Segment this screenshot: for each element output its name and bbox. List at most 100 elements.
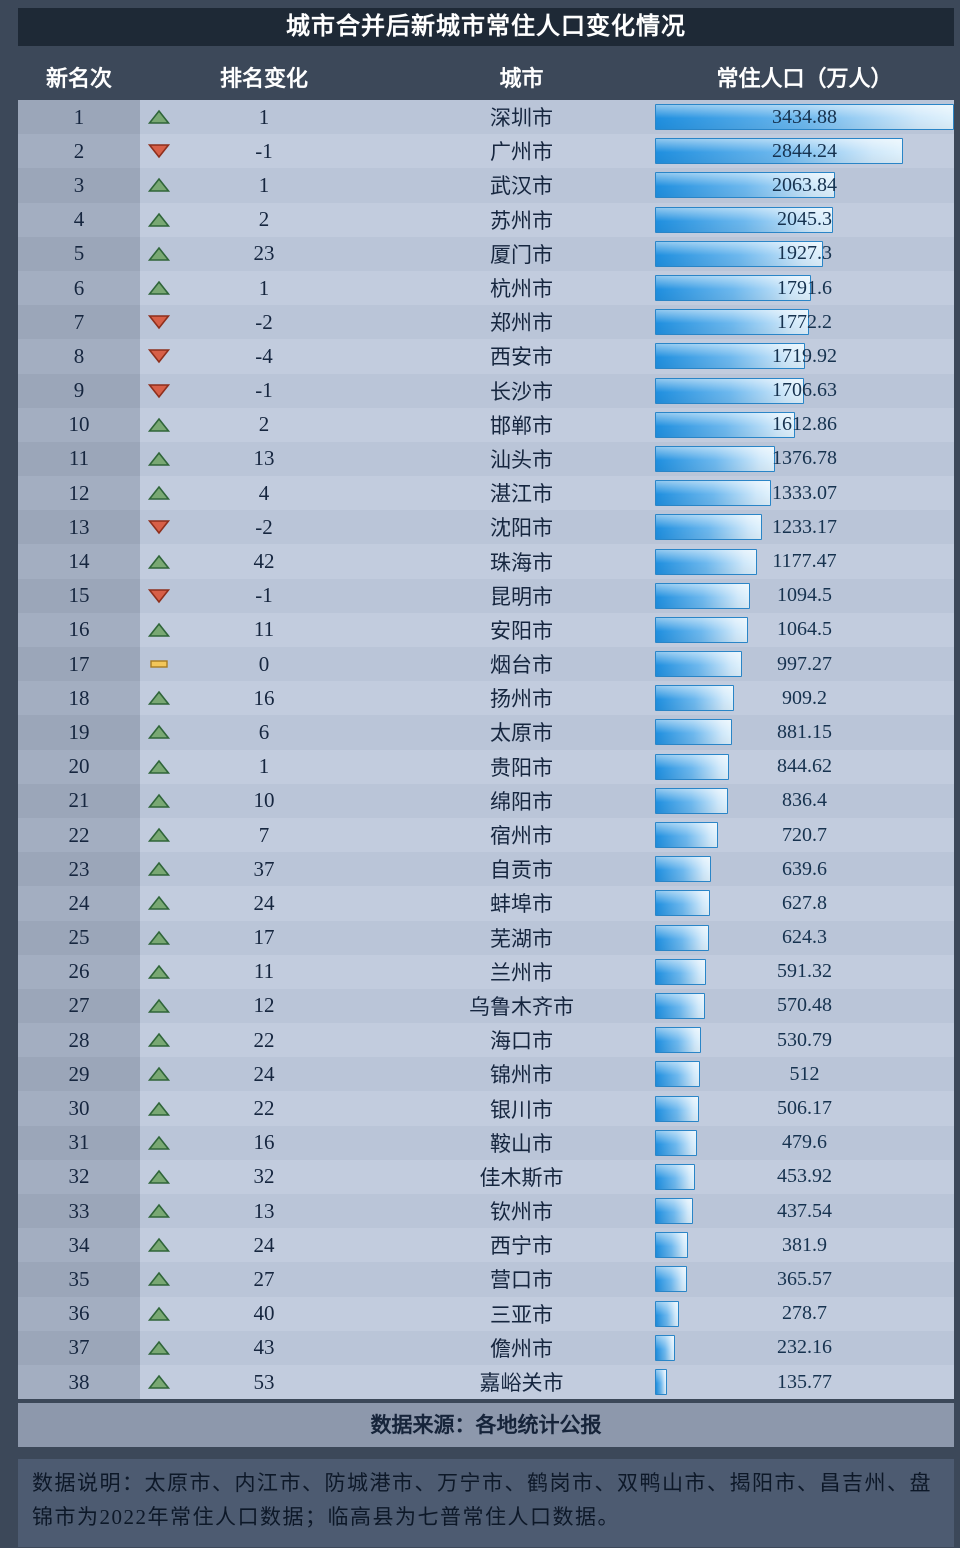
population-bar <box>655 104 954 131</box>
rank-cell: 8 <box>18 339 140 374</box>
population-value: 135.77 <box>777 1370 832 1393</box>
rank-cell: 7 <box>18 305 140 340</box>
change-value: 23 <box>253 241 275 266</box>
population-bar <box>655 856 711 883</box>
rank-cell: 4 <box>18 202 140 237</box>
up-triangle-icon <box>147 1067 171 1082</box>
up-triangle-icon <box>147 212 171 227</box>
rank-cell: 16 <box>18 612 140 647</box>
change-value: 11 <box>253 617 275 642</box>
population-bar-cell: 624.3 <box>655 921 954 955</box>
column-header-city: 城市 <box>499 66 544 91</box>
change-cell: -1 <box>140 579 388 613</box>
population-bar <box>655 1198 694 1225</box>
population-bar <box>655 1334 676 1361</box>
rank-cell: 26 <box>18 954 140 989</box>
change-cell: -2 <box>140 510 388 544</box>
change-cell: 7 <box>140 818 388 852</box>
population-bar-cell: 381.9 <box>655 1228 954 1262</box>
table-row: 19 6 太原市 881.15 <box>18 715 954 750</box>
population-value: 2063.84 <box>772 173 837 196</box>
rank-cell: 24 <box>18 886 140 921</box>
population-bar <box>655 992 705 1019</box>
population-value: 453.92 <box>777 1165 832 1188</box>
population-value: 2045.3 <box>777 208 832 231</box>
rank-cell: 21 <box>18 783 140 818</box>
population-value: 909.2 <box>782 686 827 709</box>
population-bar <box>655 240 823 267</box>
population-bar <box>655 548 758 575</box>
population-bar-cell: 232.16 <box>655 1331 954 1365</box>
city-name: 海口市 <box>490 1029 553 1054</box>
table-row: 25 17 芜湖市 624.3 <box>18 920 954 955</box>
change-value: 10 <box>253 788 275 813</box>
population-bar-cell: 1333.07 <box>655 476 954 510</box>
population-bar-cell: 365.57 <box>655 1262 954 1296</box>
change-value: 43 <box>253 1335 275 1360</box>
up-triangle-icon <box>147 1306 171 1321</box>
population-value: 1791.6 <box>777 276 832 299</box>
population-value: 2844.24 <box>772 139 837 162</box>
city-name: 自贡市 <box>490 858 553 883</box>
change-value: -1 <box>255 138 273 163</box>
change-value: 24 <box>253 1061 275 1086</box>
table-row: 20 1 贵阳市 844.62 <box>18 749 954 784</box>
population-bar-cell: 1233.17 <box>655 510 954 544</box>
population-bar <box>655 719 732 746</box>
change-value: 7 <box>258 822 270 847</box>
column-header-rank: 新名次 <box>45 66 112 91</box>
table-row: 6 1 杭州市 1791.6 <box>18 270 954 306</box>
change-cell: 42 <box>140 544 388 578</box>
rank-cell: 27 <box>18 988 140 1024</box>
table-row: 38 53 嘉峪关市 135.77 <box>18 1364 954 1400</box>
rank-cell: 31 <box>18 1125 140 1160</box>
table-row: 21 10 绵阳市 836.4 <box>18 783 954 818</box>
up-triangle-icon <box>147 554 171 569</box>
change-cell: -2 <box>140 305 388 339</box>
down-triangle-icon <box>147 144 171 159</box>
city-name: 邯郸市 <box>490 413 553 438</box>
population-value: 1772.2 <box>777 310 832 333</box>
population-value: 479.6 <box>782 1131 827 1154</box>
rank-cell: 18 <box>18 681 140 716</box>
change-cell: -4 <box>140 339 388 373</box>
population-bar <box>655 651 742 678</box>
table-row: 14 42 珠海市 1177.47 <box>18 544 954 579</box>
change-value: 12 <box>253 993 275 1018</box>
population-value: 844.62 <box>777 755 832 778</box>
up-triangle-icon <box>147 793 171 808</box>
up-triangle-icon <box>147 1203 171 1219</box>
change-value: -1 <box>255 583 273 608</box>
table-row: 2 -1 广州市 2844.24 <box>18 134 954 169</box>
city-name: 锦州市 <box>490 1063 553 1088</box>
up-triangle-icon <box>147 451 171 466</box>
population-value: 506.17 <box>777 1097 832 1120</box>
city-name: 安阳市 <box>490 618 553 643</box>
table-body: 1 1 深圳市 3434.88 2 -1 广州市 2844.24 3 1 武汉市 <box>18 100 954 1400</box>
change-cell: 37 <box>140 852 388 886</box>
table-row: 37 43 儋州市 232.16 <box>18 1330 954 1365</box>
up-triangle-icon <box>147 246 171 261</box>
population-bar <box>655 309 810 336</box>
city-name: 银川市 <box>490 1097 553 1122</box>
population-bar-cell: 844.62 <box>655 750 954 784</box>
up-triangle-icon <box>147 1135 171 1150</box>
rank-cell: 5 <box>18 236 140 271</box>
city-name: 厦门市 <box>490 242 553 267</box>
table-row: 13 -2 沈阳市 1233.17 <box>18 510 954 545</box>
up-triangle-icon <box>147 417 171 432</box>
population-value: 512 <box>789 1062 820 1085</box>
population-value: 3434.88 <box>772 105 837 128</box>
population-bar-cell: 1719.92 <box>655 339 954 373</box>
change-value: 24 <box>253 1232 275 1257</box>
population-bar <box>655 787 728 814</box>
table-row: 31 16 鞍山市 479.6 <box>18 1125 954 1160</box>
rank-cell: 28 <box>18 1023 140 1058</box>
table-row: 4 2 苏州市 2045.3 <box>18 202 954 237</box>
city-name: 蚌埠市 <box>490 892 553 917</box>
city-name: 嘉峪关市 <box>479 1371 564 1396</box>
population-bar-cell: 1064.5 <box>655 613 954 647</box>
change-cell: 2 <box>140 408 388 442</box>
table-row: 9 -1 长沙市 1706.63 <box>18 373 954 408</box>
